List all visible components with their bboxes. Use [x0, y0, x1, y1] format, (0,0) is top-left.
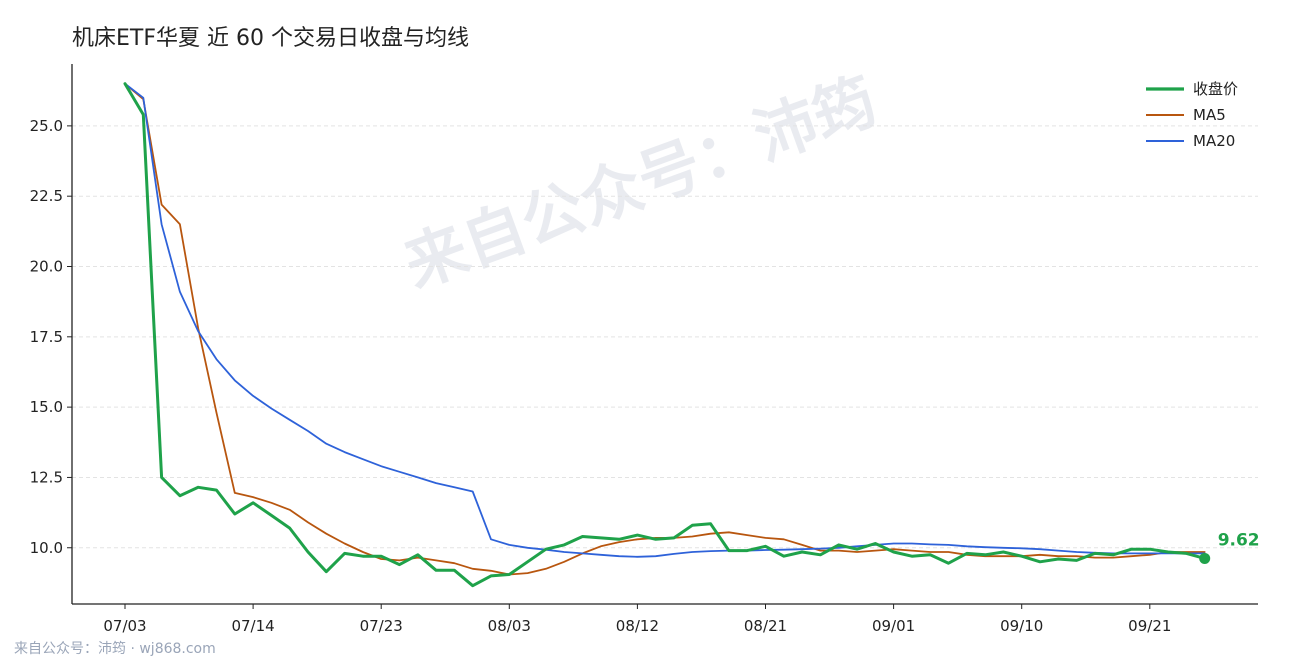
series-layer — [123, 82, 1207, 588]
x-tick-label: 07/23 — [360, 617, 403, 635]
series-line-ma5 — [124, 82, 1206, 576]
y-tick-label: 17.5 — [30, 328, 63, 346]
y-tick-label: 10.0 — [30, 539, 63, 557]
x-tick-label: 07/03 — [103, 617, 146, 635]
x-tick-label: 08/03 — [488, 617, 531, 635]
x-tick-label: 08/12 — [616, 617, 659, 635]
x-tick-label: 09/01 — [872, 617, 915, 635]
label-layer: 9.62 — [1199, 530, 1260, 564]
chart-title: 机床ETF华夏 近 60 个交易日收盘与均线 — [72, 26, 469, 51]
legend-label: MA20 — [1193, 132, 1235, 150]
legend-label: MA5 — [1193, 106, 1226, 124]
x-tick-label: 08/21 — [744, 617, 787, 635]
series-line-close — [123, 82, 1207, 588]
y-tick-label: 15.0 — [30, 398, 63, 416]
x-tick-label: 07/14 — [231, 617, 274, 635]
axis-layer: 10.0 12.5 15.0 17.5 20.0 22.5 25.0 07/03 07/14 07… — [30, 64, 1258, 635]
legend-label: 收盘价 — [1193, 80, 1238, 98]
last-point-marker — [1199, 552, 1211, 564]
y-tick-label: 22.5 — [30, 187, 63, 205]
series-line-ma20 — [124, 82, 1206, 558]
grid-layer — [72, 125, 1258, 549]
footer-source: 来自公众号：沛筠 · wj868.com — [14, 641, 216, 657]
y-tick-label: 25.0 — [30, 117, 63, 135]
x-tick-label: 09/10 — [1000, 617, 1043, 635]
x-tick-label: 09/21 — [1128, 617, 1171, 635]
legend: 收盘价 MA5 MA20 — [1146, 80, 1238, 150]
last-value-label: 9.62 — [1218, 530, 1260, 550]
y-tick-label: 20.0 — [30, 258, 63, 276]
y-tick-label: 12.5 — [30, 468, 63, 486]
